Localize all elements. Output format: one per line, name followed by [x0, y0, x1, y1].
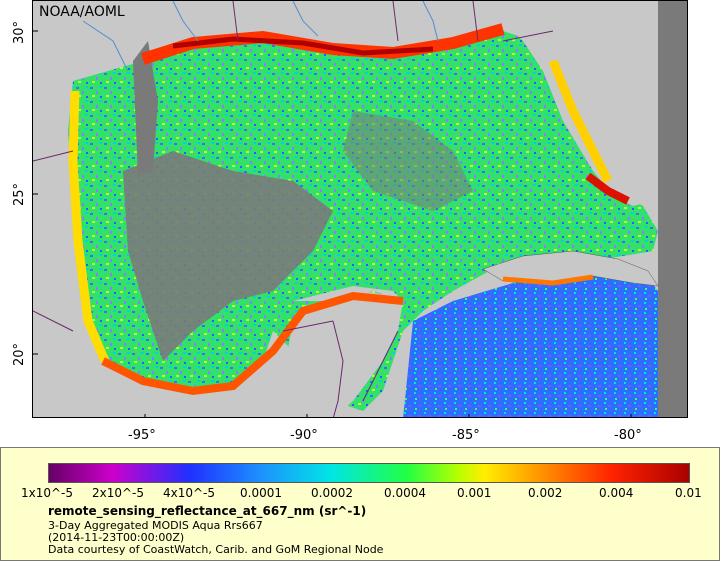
lon-tick-80: -80° — [614, 428, 642, 443]
map-panel[interactable]: NOAA/AOML — [32, 0, 688, 418]
coastal-band-north-dark — [172, 36, 434, 56]
lat-tick-25: 25° — [12, 182, 27, 206]
colorbar-label: 0.002 — [528, 486, 563, 500]
coastal-band-texas — [68, 90, 110, 363]
colorbar-label: 4x10^-5 — [163, 486, 216, 500]
caribbean-water — [403, 266, 658, 417]
credit-label: NOAA/AOML — [39, 4, 125, 20]
lat-tick-20: 20° — [12, 342, 27, 366]
colorbar-label: 0.001 — [457, 486, 492, 500]
coastal-band-cuba — [502, 274, 594, 286]
colorbar-label: 0.01 — [675, 486, 702, 500]
time-stamp: (2014-11-23T00:00:00Z) — [48, 531, 185, 544]
river-3 — [292, 1, 319, 37]
coastal-band-mexico — [101, 291, 404, 396]
coastal-band-florida — [548, 59, 613, 184]
colorbar — [48, 463, 690, 483]
variable-title: remote_sensing_reflectance_at_667_nm (sr… — [48, 504, 367, 518]
florida-peninsula — [503, 1, 687, 206]
lon-tick-85: -85° — [452, 428, 480, 443]
legend-panel: 1x10^-5 2x10^-5 4x10^-5 0.0001 0.0002 0.… — [0, 447, 720, 561]
country-borders — [282, 320, 399, 417]
frame-ticks — [33, 30, 632, 417]
river-4 — [422, 1, 439, 42]
coastal-band-florida-red — [585, 172, 630, 205]
colorbar-label: 0.004 — [599, 486, 634, 500]
colorbar-label: 1x10^-5 — [21, 486, 74, 500]
product-name: 3-Day Aggregated MODIS Aqua Rrs667 — [48, 519, 263, 532]
colorbar-label: 2x10^-5 — [92, 486, 145, 500]
yucatan-peninsula — [283, 291, 403, 417]
lat-tick-30: 30° — [12, 20, 27, 44]
no-data-region — [123, 151, 333, 361]
river-1 — [82, 20, 129, 72]
reflectance-map — [33, 1, 687, 417]
data-courtesy: Data courtesy of CoastWatch, Carib. and … — [48, 543, 384, 556]
no-data-gulf-east — [343, 111, 473, 211]
colorbar-label: 0.0001 — [240, 486, 282, 500]
gulf-of-mexico-water — [68, 31, 658, 411]
state-borders — [33, 1, 554, 332]
no-data-atlantic — [658, 1, 687, 417]
lon-tick-95: -95° — [128, 428, 156, 443]
river-2 — [172, 1, 199, 42]
no-data-plume — [133, 41, 158, 176]
lon-tick-90: -90° — [290, 428, 318, 443]
colorbar-label: 0.0004 — [384, 486, 426, 500]
colorbar-label: 0.0002 — [311, 486, 353, 500]
